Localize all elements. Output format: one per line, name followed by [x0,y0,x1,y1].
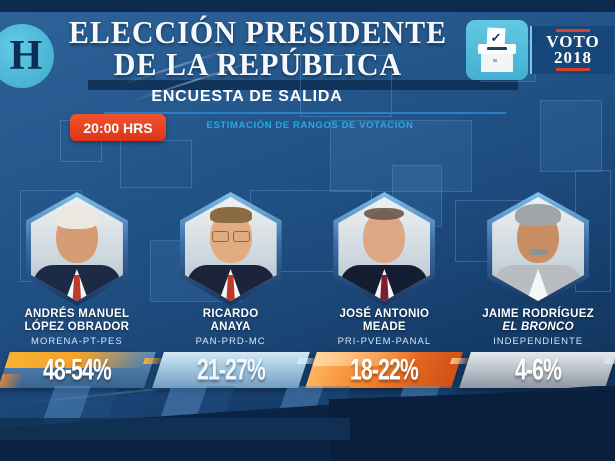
candidate-party: MORENA-PT-PES [31,336,123,347]
exit-poll-underline [104,112,506,114]
bottom-swoosh-decoration [0,386,615,461]
page-title: ELECCIÓN PRESIDENTE DE LA REPÚBLICA [62,17,454,81]
voto-year-panel: VOTO 2018 [530,26,614,74]
voto-label: VOTO [546,32,600,51]
top-navy-band [0,0,615,12]
mustache [528,249,549,255]
candidate-photo-hex [25,192,128,306]
ballot-tile: ✓ [466,20,528,80]
candidate-name: JAIME RODRÍGUEZ EL BRONCO [482,308,595,333]
vote-range-banner: 18-22% [305,352,475,388]
candidate-photo-hex [179,192,282,306]
candidate-photo [492,197,585,301]
vote-range-banner: 21-27% [151,352,321,388]
fine-print-mark-top [556,29,590,32]
candidate-photo [184,197,277,301]
vote-range-value: 18-22% [350,353,419,386]
voto-2018-badge: ✓ VOTO 2018 [466,18,614,82]
title-line2: DE LA REPÚBLICA [113,47,403,83]
candidate-card-lopez-obrador: ANDRÉS MANUEL LÓPEZ OBRADOR MORENA-PT-PE… [0,186,167,396]
vote-range-value: 21-27% [196,353,266,386]
ballot-box-icon: ✓ [478,27,516,72]
candidates-row: ANDRÉS MANUEL LÓPEZ OBRADOR MORENA-PT-PE… [0,186,615,396]
fine-print-mark-bottom [556,68,590,71]
vote-range-banner: 48-54% [0,352,167,388]
candidate-card-meade: JOSÉ ANTONIO MEADE PRI-PVEM-PANAL 18-22% [305,186,475,396]
heraldo-logo: H [0,24,54,88]
glasses-icon [211,231,251,242]
vote-range-banner: 4-6% [459,352,615,388]
logo-letter: H [9,33,43,79]
candidate-name: JOSÉ ANTONIO MEADE [339,308,430,333]
candidate-party: PAN-PRD-MC [195,336,266,347]
title-line1: ELECCIÓN PRESIDENTE [68,15,448,51]
exit-poll-title: ENCUESTA DE SALIDA [151,88,343,105]
vote-range-value: 4-6% [515,353,562,386]
candidate-party: INDEPENDIENTE [493,336,584,347]
candidate-party: PRI-PVEM-PANAL [337,336,432,347]
time-badge: 20:00 HRS [70,114,166,141]
candidate-photo-hex [333,192,436,306]
exit-poll-subtitle: ESTIMACIÓN DE RANGOS DE VOTACIÓN [206,120,414,131]
candidate-name: RICARDO ANAYA [202,308,259,333]
vote-range-value: 48-54% [42,353,112,386]
candidate-card-el-bronco: JAIME RODRÍGUEZ EL BRONCO INDEPENDIENTE … [459,186,615,396]
candidate-photo [30,197,123,301]
candidate-photo [338,197,431,301]
candidate-name: ANDRÉS MANUEL LÓPEZ OBRADOR [24,308,130,333]
candidate-card-anaya: RICARDO ANAYA PAN-PRD-MC 21-27% [151,186,321,396]
voto-year: 2018 [554,48,592,67]
candidate-photo-hex [487,192,590,306]
